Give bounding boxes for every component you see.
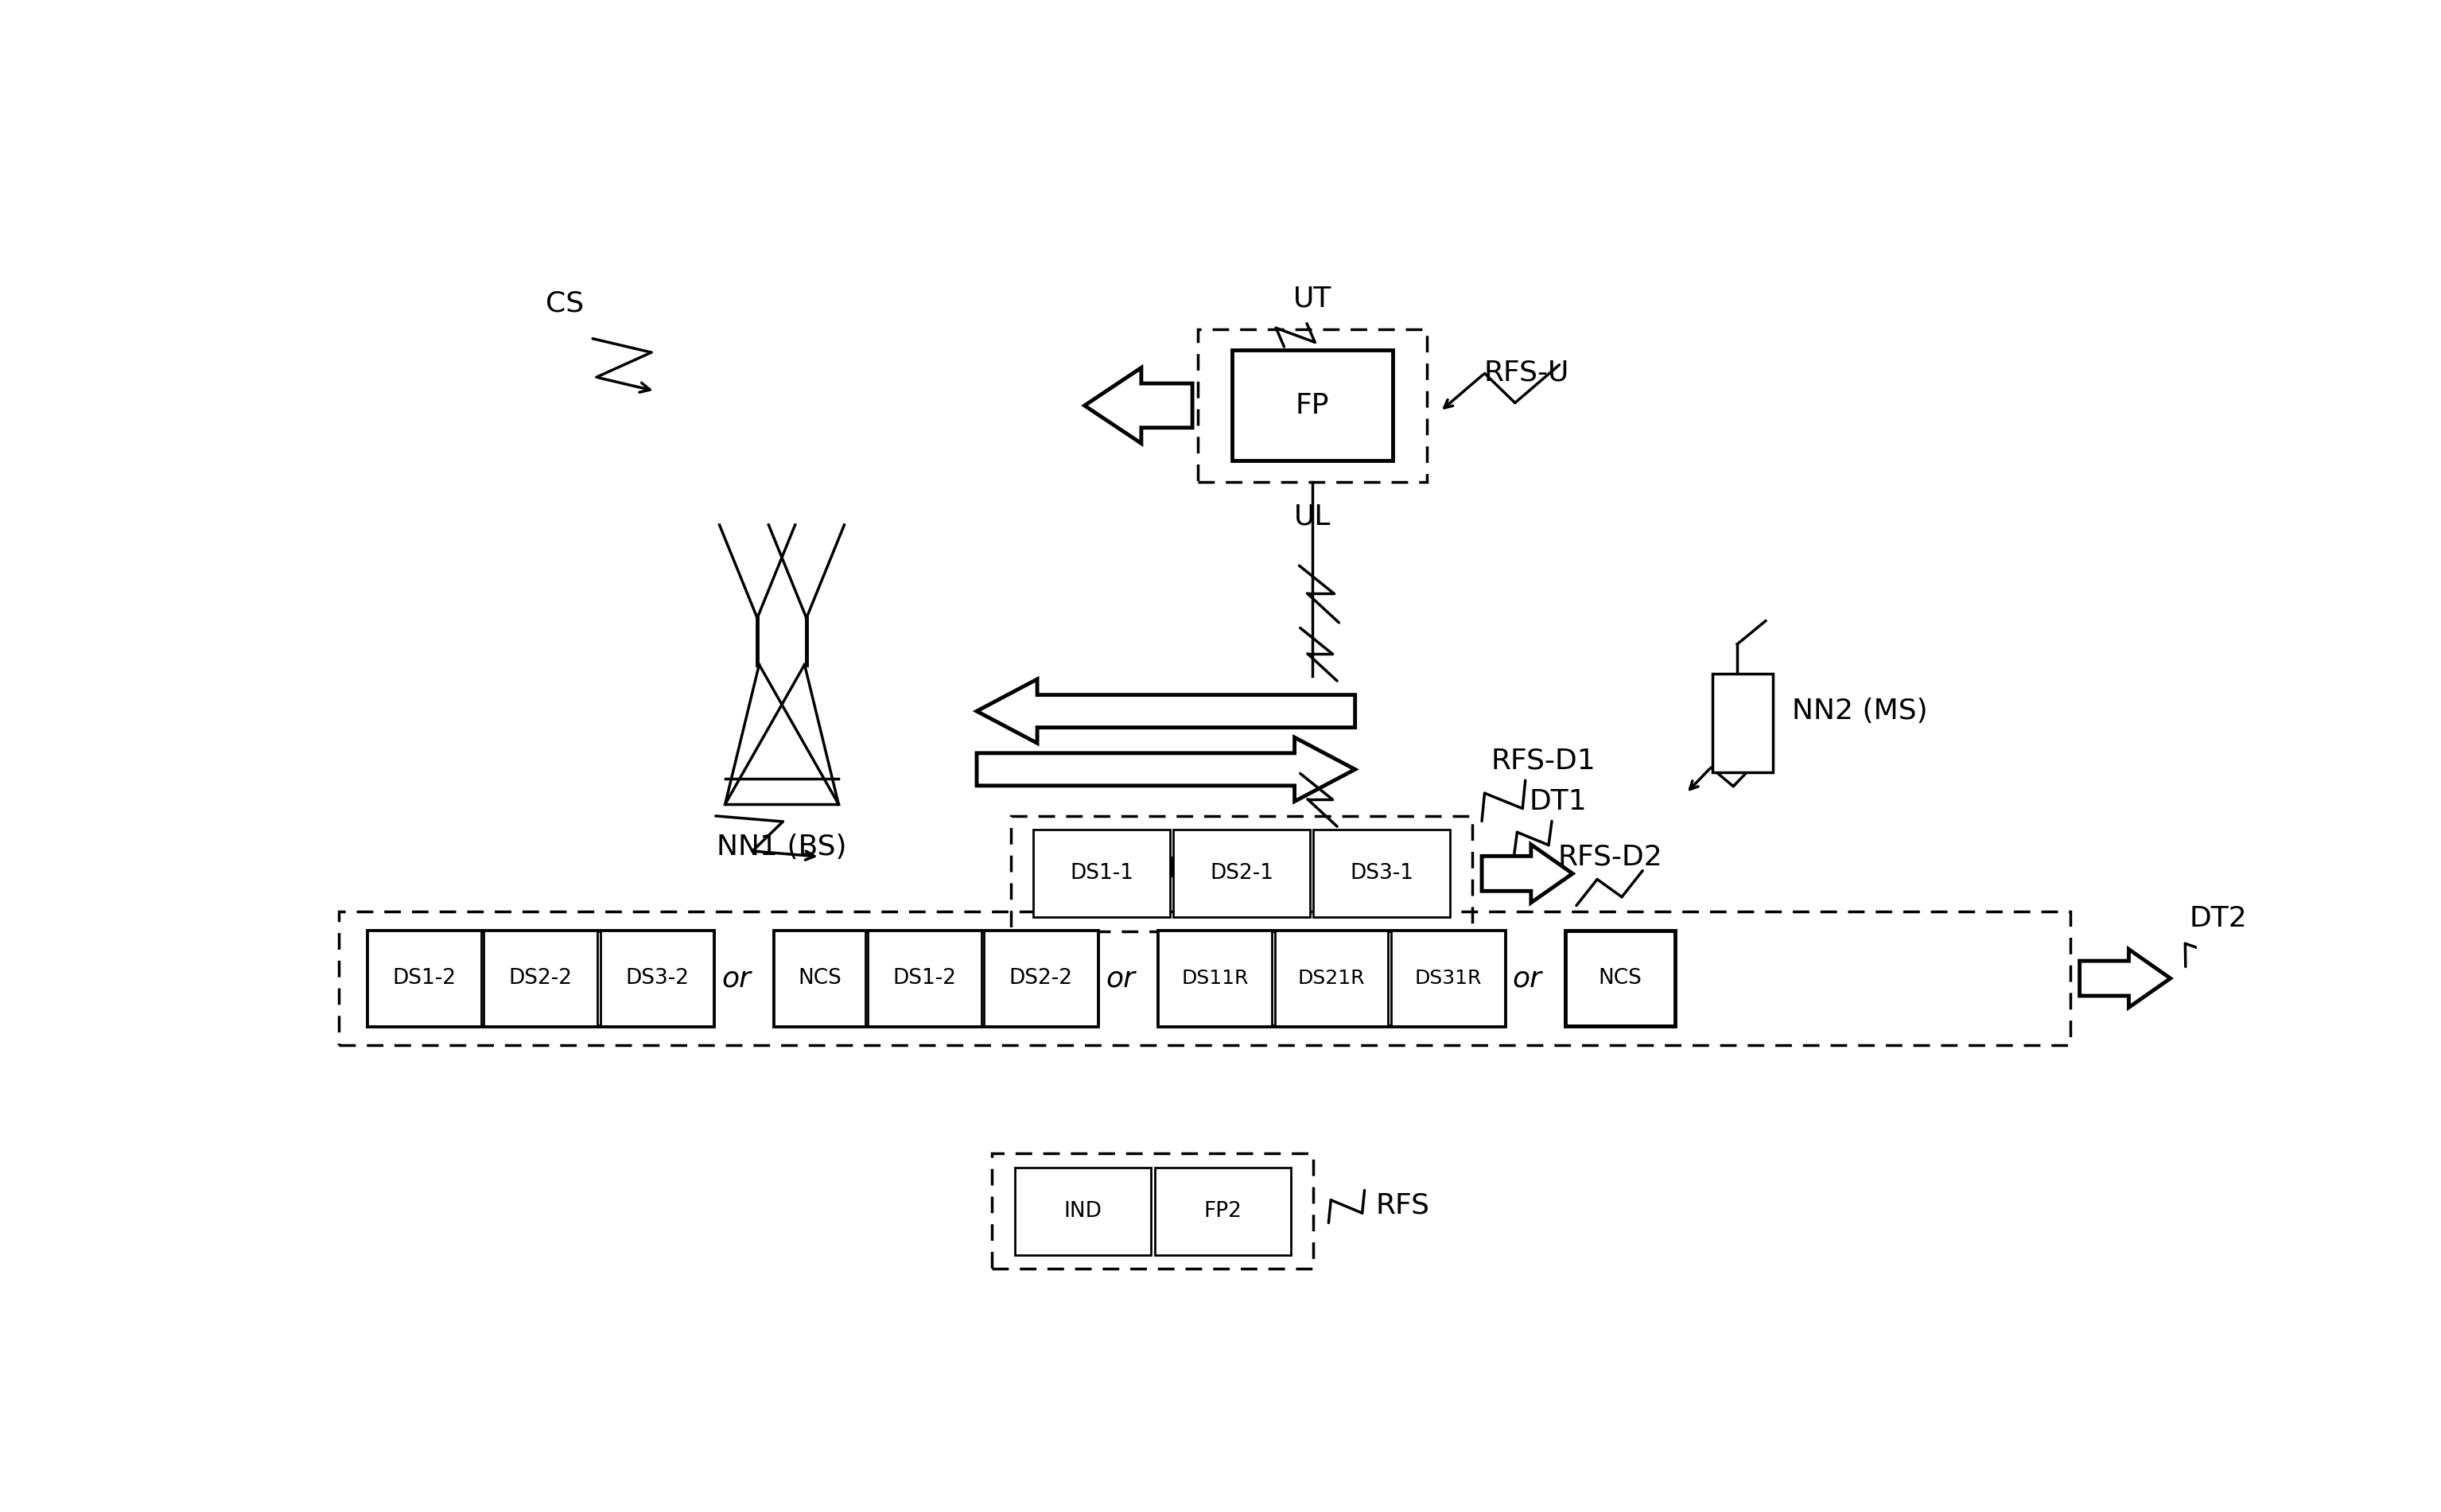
Bar xyxy=(339,912,2070,1045)
Text: DS1-2: DS1-2 xyxy=(893,968,957,989)
Text: DT2: DT2 xyxy=(2190,904,2248,931)
Text: FP: FP xyxy=(1296,392,1330,419)
Text: or: or xyxy=(723,965,752,992)
Text: or: or xyxy=(1106,965,1135,992)
Bar xyxy=(1391,930,1504,1027)
Text: DT1: DT1 xyxy=(1528,788,1587,815)
Bar xyxy=(369,930,481,1027)
Text: RFS-D1: RFS-D1 xyxy=(1491,747,1596,774)
Bar xyxy=(1313,830,1450,918)
Polygon shape xyxy=(1482,845,1572,903)
Text: NN1 (BS): NN1 (BS) xyxy=(718,833,847,860)
Text: DS1-2: DS1-2 xyxy=(393,968,456,989)
Text: DS2-2: DS2-2 xyxy=(1008,968,1074,989)
Polygon shape xyxy=(2080,950,2170,1007)
Text: IND: IND xyxy=(1064,1201,1101,1222)
Text: DS3-1: DS3-1 xyxy=(1350,863,1413,885)
Polygon shape xyxy=(976,738,1355,801)
Bar xyxy=(369,930,713,1027)
Text: or: or xyxy=(1513,965,1543,992)
Text: DS3-2: DS3-2 xyxy=(625,968,688,989)
Text: CS: CS xyxy=(544,290,583,318)
Bar xyxy=(1174,830,1311,918)
Bar xyxy=(774,930,1098,1027)
Text: DS21R: DS21R xyxy=(1299,969,1365,987)
Polygon shape xyxy=(976,679,1355,744)
Text: DS2-1: DS2-1 xyxy=(1211,863,1274,885)
Text: NN2 (MS): NN2 (MS) xyxy=(1792,697,1928,724)
Text: NCS: NCS xyxy=(1599,968,1643,989)
Text: UT: UT xyxy=(1294,284,1333,311)
Text: DL: DL xyxy=(1147,856,1184,883)
Text: FP2: FP2 xyxy=(1203,1201,1242,1222)
Text: NCS: NCS xyxy=(798,968,842,989)
Bar xyxy=(483,930,598,1027)
Bar xyxy=(1155,1167,1291,1255)
Bar xyxy=(991,1154,1313,1269)
Bar xyxy=(774,930,864,1027)
Text: DS11R: DS11R xyxy=(1181,969,1250,987)
Bar xyxy=(1159,930,1272,1027)
Text: RFS-D2: RFS-D2 xyxy=(1557,844,1662,871)
Bar xyxy=(1159,930,1504,1027)
Bar xyxy=(1015,1167,1150,1255)
Bar xyxy=(869,930,981,1027)
Text: RFS: RFS xyxy=(1377,1191,1430,1219)
Bar xyxy=(1011,816,1472,931)
Bar xyxy=(984,930,1098,1027)
Bar xyxy=(600,930,713,1027)
Text: DS2-2: DS2-2 xyxy=(508,968,574,989)
Bar xyxy=(1274,930,1389,1027)
Text: DS1-1: DS1-1 xyxy=(1069,863,1133,885)
Polygon shape xyxy=(1084,367,1191,443)
Bar xyxy=(1233,351,1394,461)
Bar xyxy=(1033,830,1169,918)
Text: DS31R: DS31R xyxy=(1413,969,1482,987)
Bar xyxy=(1199,330,1428,482)
Bar xyxy=(1714,673,1772,773)
Text: UL: UL xyxy=(1294,503,1330,529)
Bar xyxy=(1565,930,1675,1027)
Text: RFS-U: RFS-U xyxy=(1484,358,1570,386)
